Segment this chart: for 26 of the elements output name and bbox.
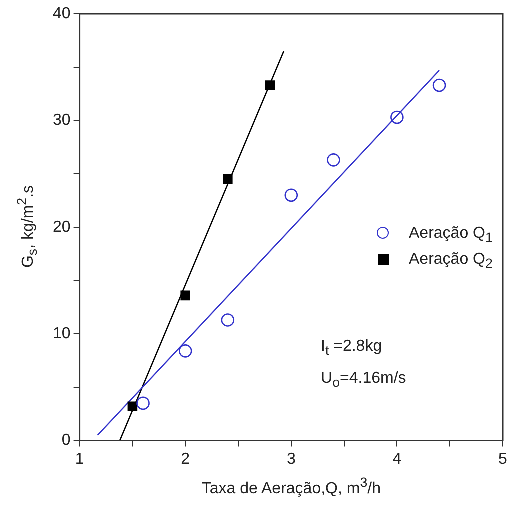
legend-label: Aeração Q$_{1}$ [409, 224, 493, 246]
point [327, 154, 340, 167]
point [128, 402, 138, 412]
y-tick-label: 40 [53, 5, 71, 22]
y-tick-label: 30 [53, 112, 71, 130]
annotation: I$_{t}$ =2.8kg [321, 338, 382, 359]
point [221, 314, 235, 327]
y-tick-label: 20 [53, 218, 71, 236]
y-tick-label: 0 [62, 432, 71, 450]
x-tick-label: 3 [286, 450, 296, 468]
point [223, 174, 233, 184]
point [284, 188, 298, 202]
point [136, 396, 150, 410]
point [180, 290, 190, 301]
point [265, 80, 276, 90]
x-tick-label: 2 [181, 450, 190, 468]
point [390, 110, 404, 124]
point [432, 78, 446, 92]
x-tick-label: 5 [498, 450, 508, 468]
annotation: U$_{o}$=4.16m/s [321, 370, 406, 391]
x-axis-title: Taxa de Aeração,Q, m$^{3}$/h [202, 474, 381, 498]
x-tick-label: 1 [75, 450, 84, 468]
x-tick-label: 4 [392, 450, 402, 468]
y-tick-label: 10 [53, 326, 71, 343]
point [178, 344, 192, 358]
legend-label: Aeração Q$_{2}$ [409, 251, 493, 272]
